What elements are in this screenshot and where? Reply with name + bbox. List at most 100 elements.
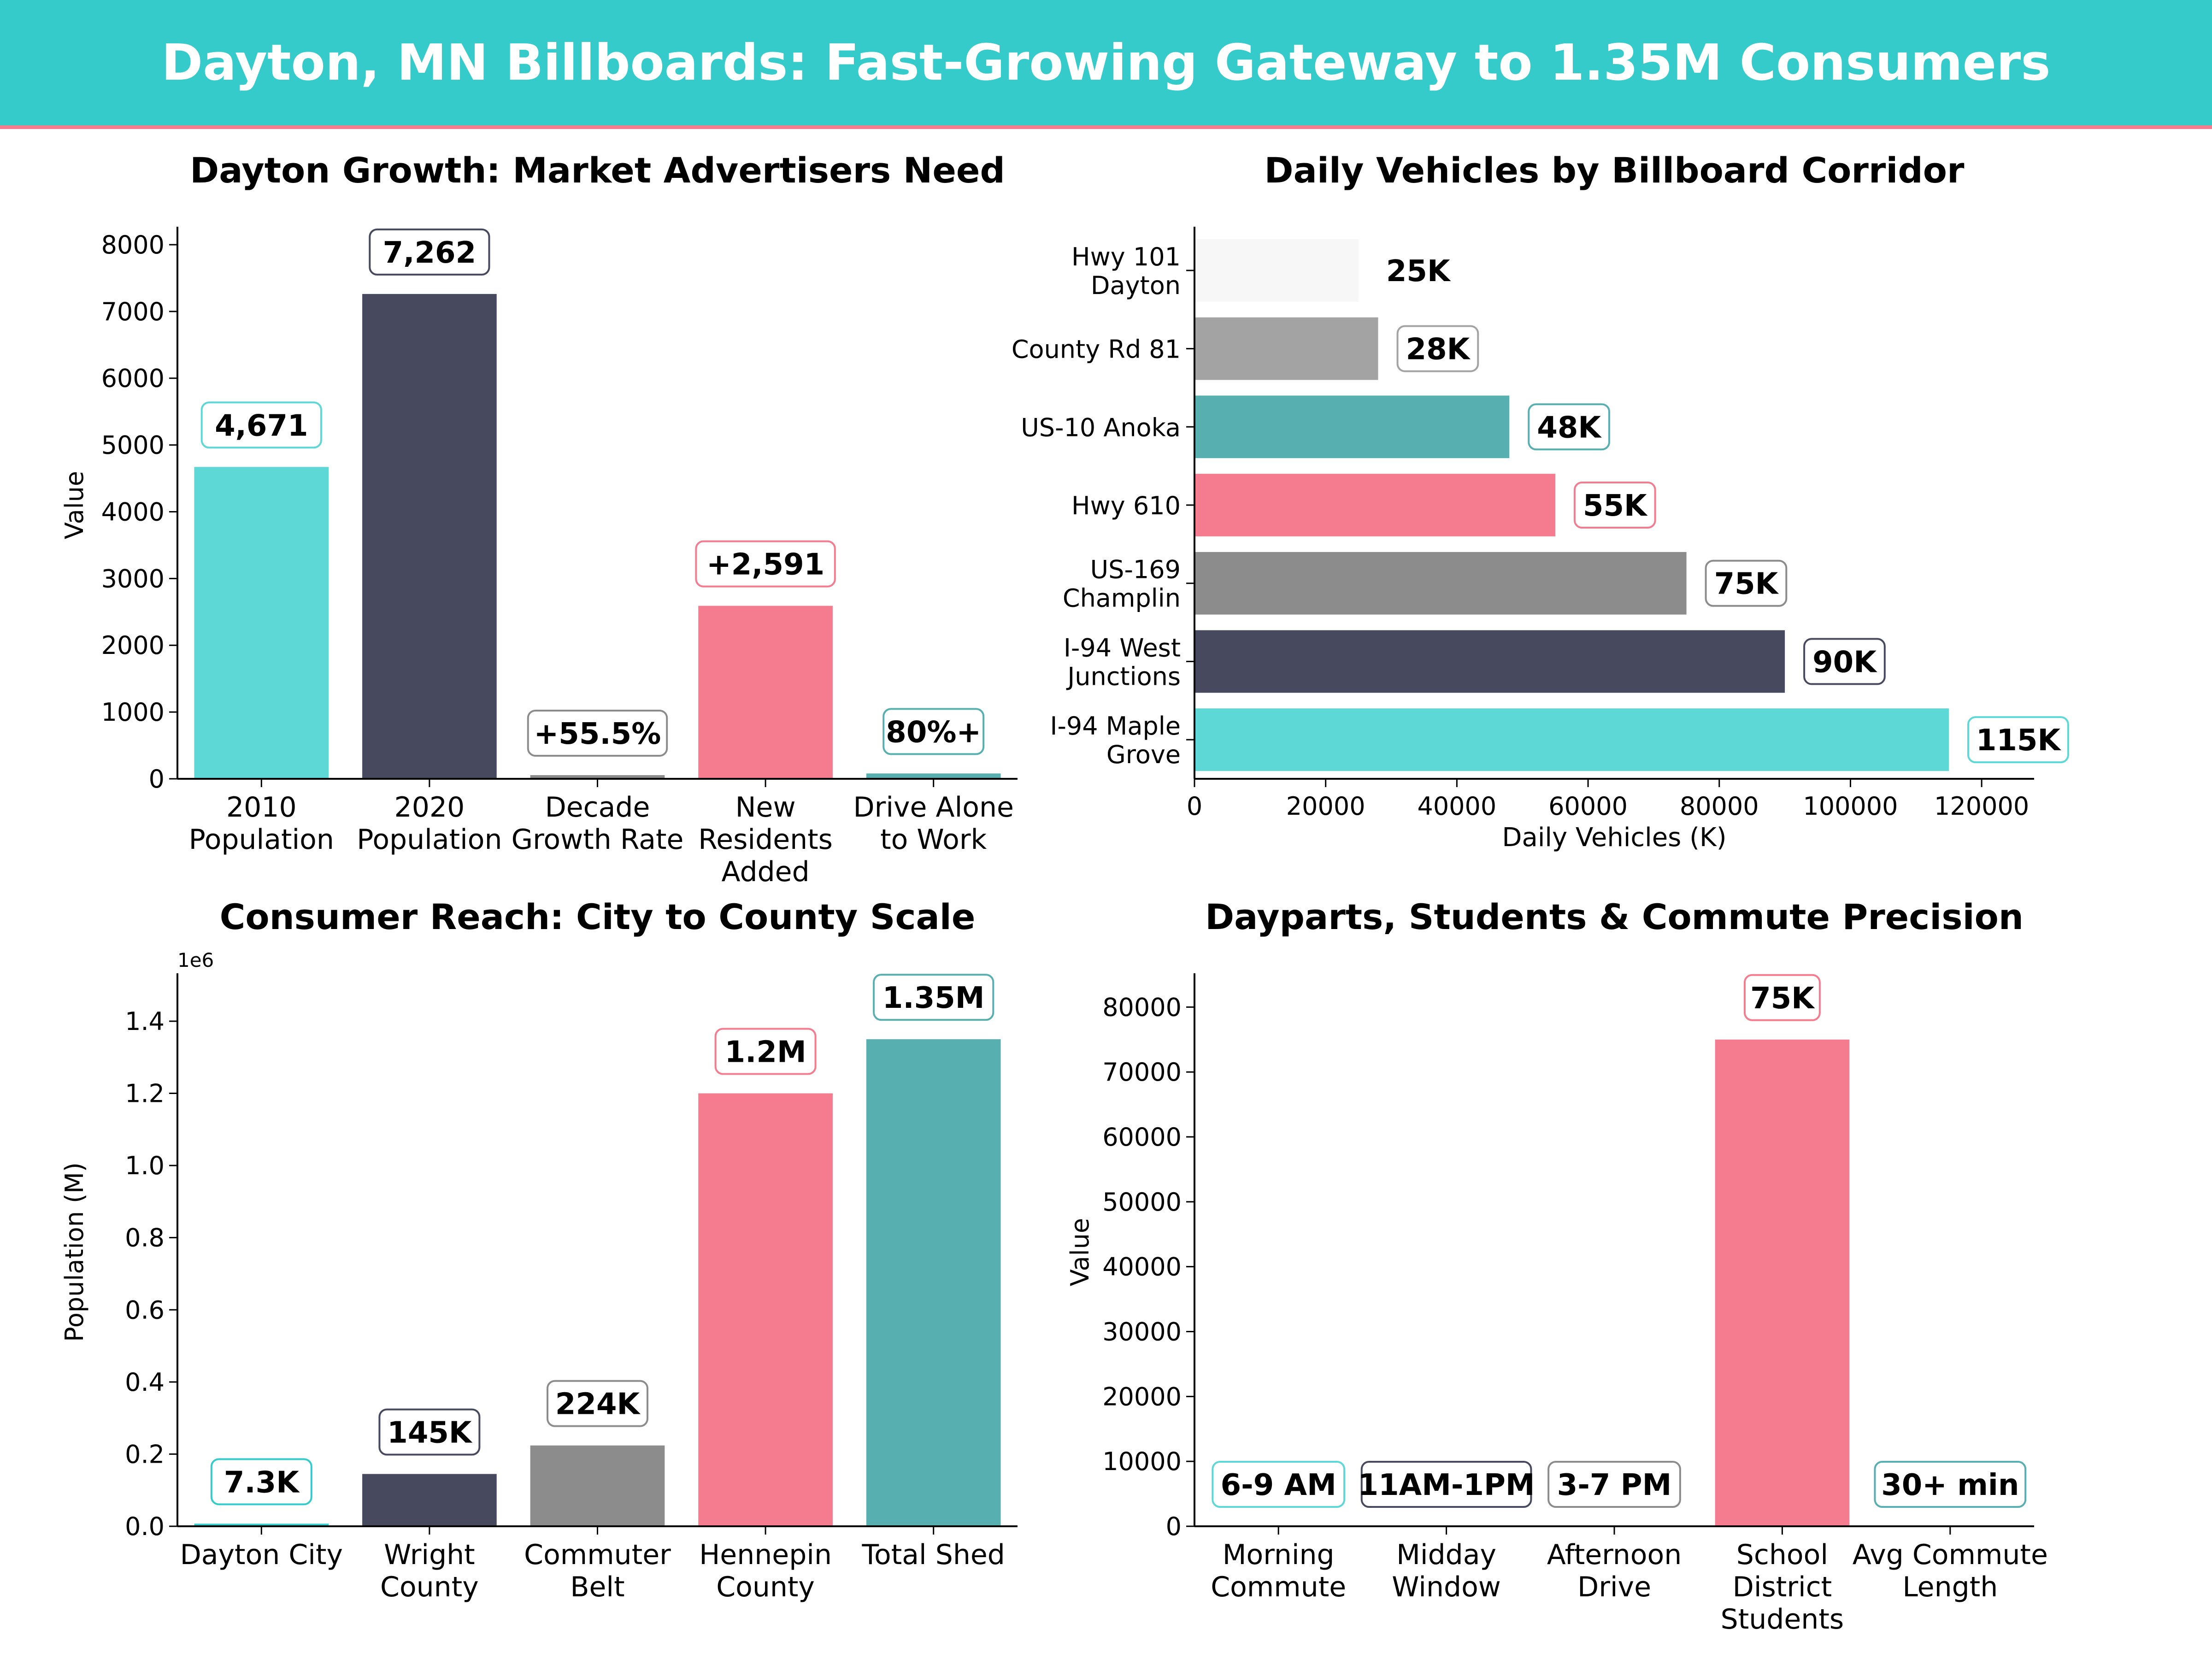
data-label-box [1705,559,1788,607]
bar [1194,630,1785,693]
x-tick-label: School [1736,1539,1828,1571]
y-tick-label: 0 [149,765,165,794]
data-label-box [547,1380,648,1427]
y-tick-label: County Rd 81 [1012,335,1181,364]
x-tick-label: District [1733,1571,1832,1603]
x-tick-label: County [380,1571,479,1603]
data-label: +2,591 [706,548,824,582]
y-tick-label: I-94 West [1064,633,1181,662]
x-tick-label: Residents [698,824,833,856]
y-tick-label: 0.8 [125,1224,165,1253]
x-tick-label: 0 [1187,792,1202,821]
bar [362,1474,497,1526]
data-label: 224K [555,1388,641,1422]
data-label-box [527,709,668,757]
bar [194,467,329,779]
y-tick-label: 80000 [1102,993,1182,1022]
data-label-box [1573,482,1656,529]
x-tick-label: Total Shed [862,1539,1005,1571]
data-label-box [1528,403,1610,451]
y-tick-label: 3000 [101,564,165,593]
y-tick-label: 4000 [101,497,165,526]
data-label-box [200,401,322,449]
bar [866,773,1001,779]
y-tick-label: 50000 [1102,1188,1182,1217]
y-tick-label: US-169 [1090,555,1181,584]
y-tick-label: 30000 [1102,1318,1182,1347]
y-tick-label: 1000 [101,698,165,727]
page-title: Dayton, MN Billboards: Fast-Growing Gate… [161,34,2051,92]
data-label-box [1212,1461,1346,1508]
data-label-box [1967,716,2069,764]
data-label: 6-9 AM [1221,1468,1336,1502]
data-label-box [873,974,994,1021]
y-tick-label: 0.4 [125,1368,165,1397]
x-tick-label: 40000 [1417,792,1496,821]
data-label: 75K [1714,567,1779,601]
x-tick-label: Population [357,824,502,856]
y-tick-label: 20000 [1102,1382,1182,1411]
x-tick-label: Dayton City [180,1539,343,1571]
y-tick-label: 5000 [101,431,165,460]
data-label-box [1396,325,1479,372]
data-label: 3-7 PM [1557,1468,1672,1502]
y-tick-label: 0 [1166,1512,1182,1541]
data-label: 25K [1386,254,1451,288]
x-tick-label: 2020 [394,791,465,824]
data-label: 7,262 [383,236,476,270]
bar [1715,1039,1850,1526]
y-tick-label: Champlin [1063,584,1181,613]
y-axis-label: Value [1065,1218,1094,1286]
x-tick-label: Commute [1211,1571,1346,1603]
data-label-box [1803,638,1886,685]
bar [1194,239,1359,302]
data-label: 4,671 [215,409,308,443]
data-label: 90K [1812,645,1877,679]
y-tick-label: County Rd 81 [1012,335,1181,364]
data-label-box [695,540,836,588]
chart-panel-3: Consumer Reach: City to County Scale 0.0 0… [60,896,1018,1603]
chart-title: Dayparts, Students & Commute Precision [1205,896,2024,937]
data-label: 30+ min [1881,1468,2019,1502]
data-label-box [210,1458,312,1506]
y-tick-label: Hwy 101 [1071,242,1181,271]
x-tick-label: Decade [545,791,650,824]
data-label-box [1743,974,1821,1021]
x-tick-label: 60000 [1548,792,1628,821]
x-tick-label: Window [1392,1571,1501,1603]
y-tick-label: I-94 Maple [1050,712,1181,741]
bar [362,294,497,779]
y-tick-label: 2000 [101,631,165,660]
chart-title: Daily Vehicles by Billboard Corridor [1265,150,1965,191]
y-tick-label: US-10 Anoka [1021,413,1181,442]
bar [1194,552,1687,615]
y-tick-label: 1.4 [125,1007,165,1036]
x-tick-label: Avg Commute [1853,1539,2048,1571]
y-axis-label: Population (M) [60,1162,89,1342]
axis-offset-text: 1e6 [177,949,214,971]
y-tick-label: 1.2 [125,1079,165,1108]
chart-panel-1: Dayton Growth: Market Advertisers Need 0 1… [60,150,1018,888]
y-tick-label: 0.0 [125,1512,165,1541]
y-tick-label: 0.2 [125,1440,165,1469]
x-tick-label: 80000 [1680,792,1759,821]
x-tick-label: 2010 [226,791,297,824]
bar [1194,395,1510,459]
data-label-box [714,1028,817,1075]
data-label: 1.2M [725,1035,806,1070]
x-axis-label: Daily Vehicles (K) [1502,823,1726,853]
data-label: 48K [1537,411,1602,445]
x-tick-label: Dayton City [180,1539,343,1571]
data-label-box [1874,1461,2027,1508]
y-tick-label: 7000 [101,297,165,326]
data-label: 80%+ [886,715,981,749]
y-tick-label: Hwy 610 [1071,491,1181,520]
y-tick-label: 60000 [1102,1123,1182,1152]
